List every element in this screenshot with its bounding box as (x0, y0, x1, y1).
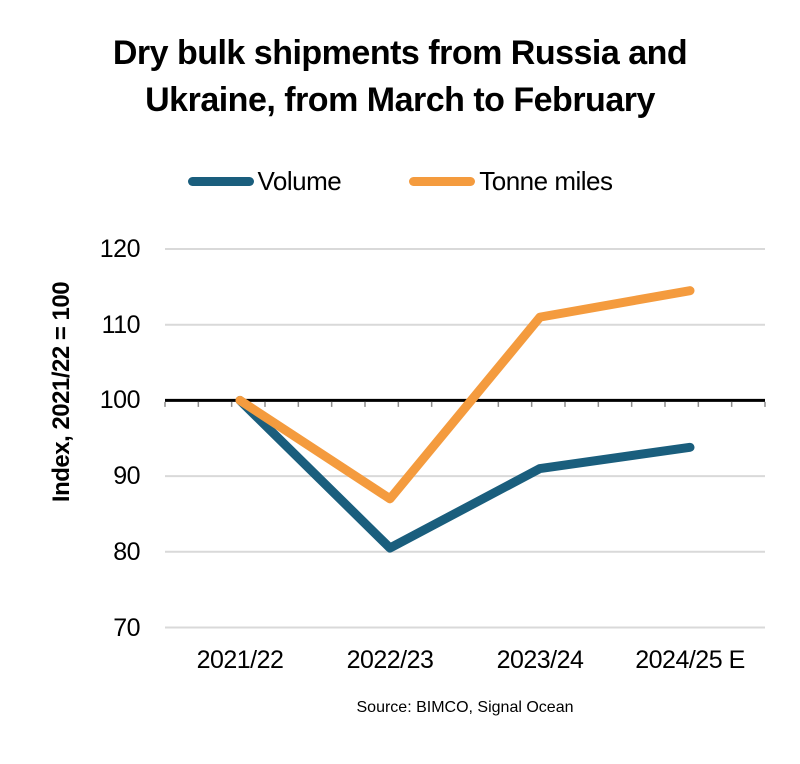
series-line-volume (235, 395, 695, 553)
volume-line-swatch (187, 177, 254, 186)
x-tick-label-1: 2021/22 (196, 646, 284, 674)
source-note: Source: BIMCO, Signal Ocean (356, 699, 574, 716)
y-tick-label-100: 100 (99, 386, 141, 415)
y-tick-label-120: 120 (99, 235, 141, 263)
chart-legend: Volume Tonne miles (0, 166, 800, 197)
y-tick-label-70: 70 (113, 613, 140, 642)
legend-label-tonne-miles: Tonne miles (479, 166, 613, 196)
series-line-tonne-miles (235, 286, 695, 504)
chart-title-line-2: Ukraine, from March to February (145, 80, 655, 119)
y-tick-label-90: 90 (113, 462, 140, 491)
x-tick-label-3: 2023/24 (496, 646, 584, 674)
tonne-miles-line-swatch (409, 177, 476, 186)
y-tick-label-110: 110 (101, 310, 141, 339)
x-tick-label-4: 2024/25 E (635, 646, 745, 674)
chart-title-line-1: Dry bulk shipments from Russia and (112, 34, 688, 72)
legend-label-volume: Volume (257, 166, 342, 196)
legend-item-volume: Volume (187, 166, 342, 197)
x-tick-label-2: 2022/23 (346, 646, 434, 674)
y-tick-label-80: 80 (113, 537, 140, 566)
chart-title: Dry bulk shipments from Russia and Ukrai… (60, 30, 740, 124)
legend-item-tonne-miles: Tonne miles (409, 166, 613, 197)
